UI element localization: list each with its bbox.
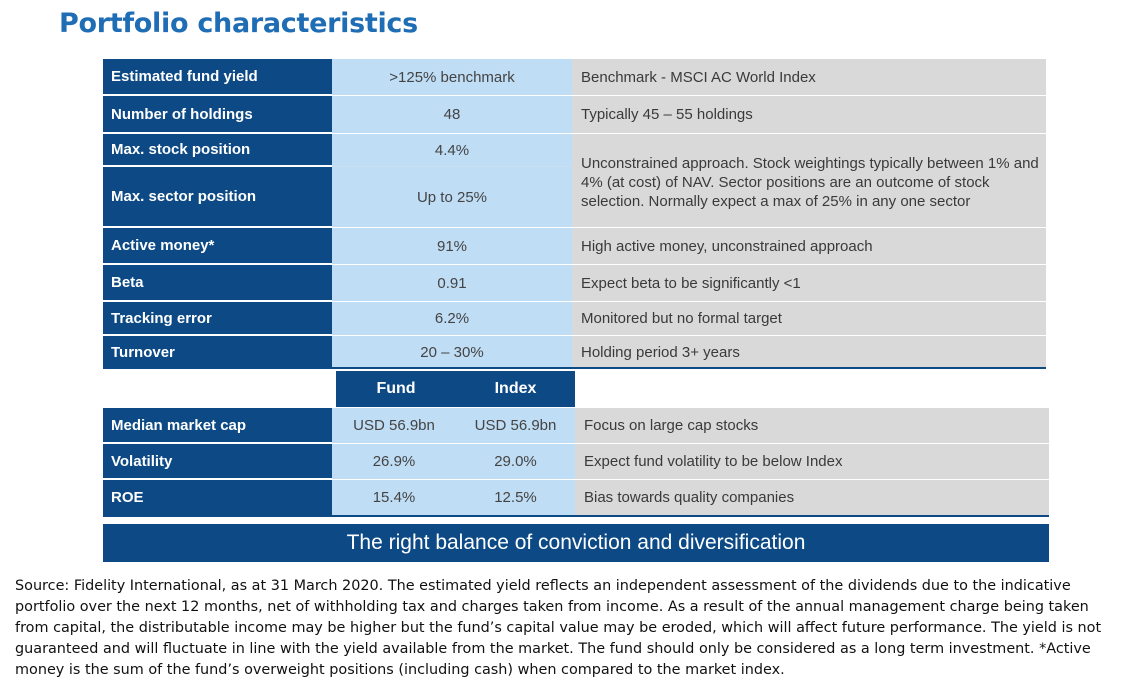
tagline-banner: The right balance of conviction and dive… [103,524,1049,562]
row-label: Median market cap [103,408,332,444]
row-value: 6.2% [332,302,572,336]
row-comment: Expect beta to be significantly <1 [572,265,1046,302]
footnote: Source: Fidelity International, as at 31… [15,578,1102,678]
row-comment: Monitored but no formal target [572,302,1046,336]
row-comment: Holding period 3+ years [572,336,1046,368]
row-comment: Typically 45 – 55 holdings [572,96,1046,134]
merged-comment: Unconstrained approach. Stock weightings… [572,134,1046,228]
row-value: >125% benchmark [332,59,572,96]
row-label: Beta [103,265,332,302]
row-label: Estimated fund yield [103,59,332,96]
row-label: Turnover [103,336,332,368]
row-label: Tracking error [103,302,332,336]
row-label: Active money* [103,228,332,265]
table-divider [103,515,1049,517]
row-value: 91% [332,228,572,265]
fund-value: 15.4% [332,480,456,515]
row-value: 0.91 [332,265,572,302]
table-divider [103,367,1046,369]
row-value: 4.4% [332,134,572,167]
row-value: 20 – 30% [332,336,572,368]
page-title: Portfolio characteristics [59,8,418,39]
fund-value: USD 56.9bn [332,408,456,444]
row-label: Max. stock position [103,134,332,167]
row-comment: Bias towards quality companies [575,480,1049,515]
fund-value: 26.9% [332,444,456,480]
column-header-index: Index [456,371,575,407]
row-value: Up to 25% [332,167,572,228]
column-header-fund: Fund [336,371,456,407]
row-label: Max. sector position [103,167,332,228]
row-label: Number of holdings [103,96,332,134]
index-value: 12.5% [456,480,575,515]
row-label: Volatility [103,444,332,480]
row-comment: Benchmark - MSCI AC World Index [572,59,1046,96]
row-comment: High active money, unconstrained approac… [572,228,1046,265]
index-value: 29.0% [456,444,575,480]
row-label: ROE [103,480,332,515]
row-value: 48 [332,96,572,134]
row-comment: Focus on large cap stocks [575,408,1049,444]
row-comment: Expect fund volatility to be below Index [575,444,1049,480]
index-value: USD 56.9bn [456,408,575,444]
